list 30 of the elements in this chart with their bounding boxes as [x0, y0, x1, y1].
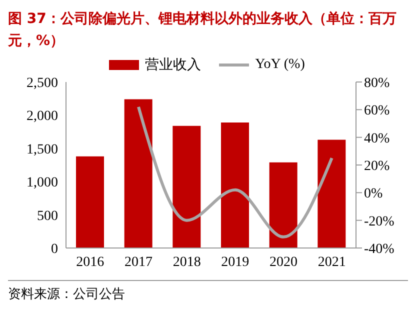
- y2-tick-label: 20%: [364, 158, 390, 174]
- bar: [76, 156, 104, 248]
- y2-tick-label: 40%: [364, 131, 390, 146]
- bar: [221, 122, 249, 248]
- x-tick-label: 2017: [124, 254, 152, 270]
- y2-tick-label: 60%: [364, 104, 390, 119]
- y-tick-label: 0: [51, 242, 58, 257]
- y-tick-label: 1,500: [26, 142, 58, 158]
- bar: [269, 162, 298, 248]
- x-tick-label: 2016: [76, 254, 104, 270]
- bar: [124, 99, 152, 248]
- x-tick-label: 2020: [270, 254, 298, 270]
- x-tick-label: 2018: [172, 254, 201, 270]
- bar: [318, 140, 346, 248]
- y-tick-label: 2,500: [26, 76, 58, 91]
- y2-tick-label: 80%: [364, 76, 390, 91]
- line-series: [137, 105, 334, 238]
- chart-title: 图 37：公司除偏光片、锂电材料以外的业务收入（单位：百万元，%）: [8, 10, 398, 51]
- y2-tick-label: 0%: [364, 186, 383, 202]
- y2-tick-label: -40%: [364, 242, 395, 257]
- y-tick-label: 500: [37, 208, 58, 224]
- x-tick-label: 2021: [318, 254, 346, 270]
- legend-label: YoY (%): [255, 57, 305, 73]
- text: 资料来源：公司公告: [8, 286, 126, 303]
- x-tick-label: 2019: [221, 254, 250, 270]
- bar: [172, 126, 201, 248]
- legend-label: 营业收入: [145, 56, 202, 74]
- y2-tick-label: -20%: [364, 214, 395, 230]
- y-tick-label: 1,000: [26, 176, 58, 191]
- y-tick-label: 2,000: [26, 109, 58, 124]
